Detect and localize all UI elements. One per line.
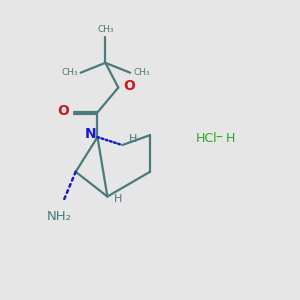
Text: CH₃: CH₃ <box>61 68 78 77</box>
Text: N: N <box>85 127 96 141</box>
Text: CH₃: CH₃ <box>133 68 150 77</box>
Text: O: O <box>123 79 135 93</box>
Text: CH₃: CH₃ <box>97 25 114 34</box>
Text: –: – <box>215 131 222 145</box>
Text: H: H <box>114 194 123 203</box>
Text: NH₂: NH₂ <box>46 210 71 224</box>
Text: H: H <box>225 132 235 145</box>
Text: O: O <box>57 104 69 118</box>
Text: HCl: HCl <box>196 132 217 145</box>
Text: H: H <box>129 134 138 144</box>
